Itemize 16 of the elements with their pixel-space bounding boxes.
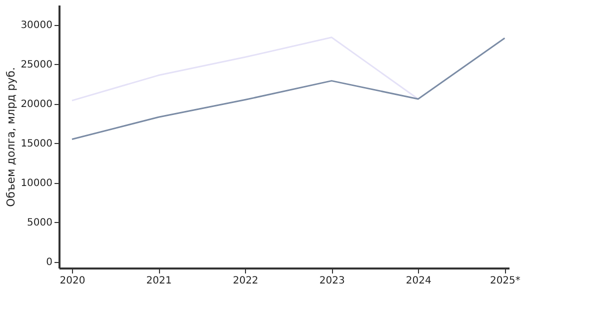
y-axis-title: Объем долга, млрд руб. — [4, 67, 18, 207]
x-tick-label: 2025* — [490, 276, 520, 286]
x-tick-label: 2024 — [406, 276, 432, 286]
x-tick-label: 2020 — [60, 276, 86, 286]
y-tick-label: 15000 — [20, 138, 52, 150]
line-series — [71, 36, 419, 102]
y-tick-label: 5000 — [27, 218, 52, 229]
x-tick-label: 2022 — [232, 276, 258, 286]
y-tick-label: 20000 — [20, 99, 52, 110]
y-tick-label: 10000 — [20, 178, 52, 190]
y-tick-label: 25000 — [20, 60, 52, 71]
x-tick-label: 2023 — [319, 276, 345, 286]
x-tick-label: 2021 — [146, 276, 172, 286]
y-tick-label: 0 — [46, 257, 52, 268]
line-series — [71, 37, 506, 140]
y-tick-label: 30000 — [20, 20, 52, 32]
